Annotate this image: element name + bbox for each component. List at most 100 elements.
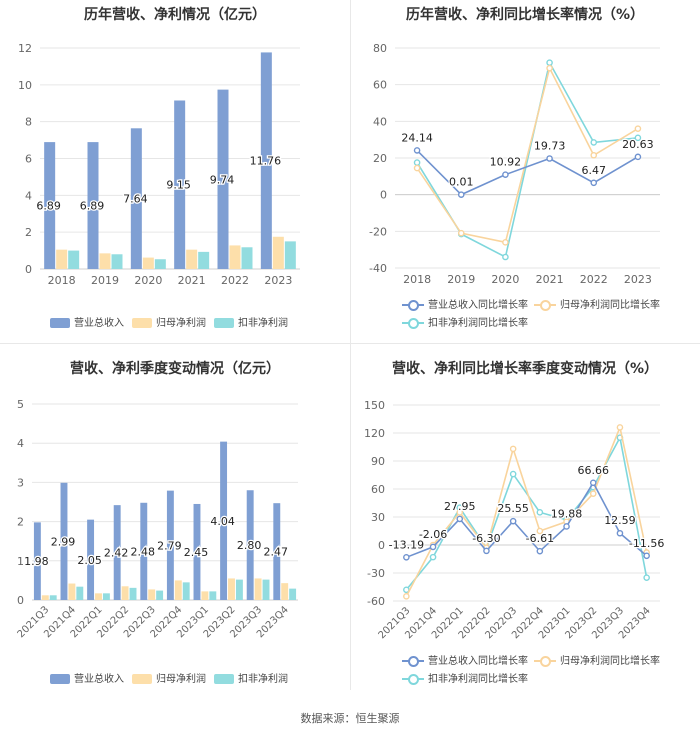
legend: 营业总收入同比增长率 归母净利润同比增长率 扣非净利润同比增长率	[350, 296, 700, 332]
data-point	[413, 147, 421, 154]
x-tick-label: 2022	[221, 274, 249, 287]
legend-swatch	[214, 674, 234, 684]
y-tick-label: 90	[371, 455, 385, 468]
bar-deducted-net-profit	[262, 579, 270, 600]
data-point	[509, 470, 517, 478]
data-point	[413, 164, 421, 172]
legend-label: 归母净利润	[156, 318, 206, 329]
legend-label: 扣非净利润同比增长率	[428, 674, 528, 685]
legend-item-revenue[interactable]: 营业总收入	[50, 670, 124, 685]
data-label: 2.42	[104, 547, 129, 560]
data-point	[456, 509, 464, 516]
data-point	[589, 490, 597, 497]
series-line-parent-growth	[416, 65, 639, 244]
series-line-revenue-growth	[406, 481, 648, 559]
legend-swatch	[50, 318, 70, 328]
legend-item-parent-net-profit[interactable]: 归母净利润	[132, 314, 206, 329]
x-tick-label: 2021	[536, 273, 564, 286]
legend-item-deducted-net-profit[interactable]: 扣非净利润	[214, 314, 288, 329]
bar-deducted-net-profit	[154, 259, 166, 269]
y-tick-label: 0	[25, 263, 32, 276]
data-source-note: 数据来源：恒生聚源	[300, 712, 400, 725]
data-label: 6.47	[582, 164, 607, 177]
data-point	[403, 554, 410, 561]
data-label: 25.55	[497, 502, 529, 515]
data-point	[643, 574, 650, 581]
bar-revenue	[273, 503, 281, 600]
bar-revenue	[174, 100, 186, 269]
data-point	[536, 527, 544, 535]
legend-swatch	[50, 674, 70, 684]
y-tick-label: 3	[17, 476, 24, 489]
x-tick-label: 2019	[447, 273, 475, 286]
annual-growth-chart: -40 -20 0 20 40 60 80 2018 2019 2020 2021 2022 2023 2…	[369, 42, 660, 286]
data-label: 2.05	[77, 554, 102, 567]
legend-item-deducted-growth[interactable]: 扣非净利润同比增长率	[402, 314, 528, 329]
y-tick-label: -20	[369, 225, 387, 238]
legend-label: 营业总收入同比增长率	[428, 656, 528, 667]
chart-title: 营收、净利同比增长率季度变动情况（%）	[391, 361, 659, 377]
bar-revenue	[33, 522, 41, 600]
data-label: 4.04	[210, 515, 235, 528]
legend-swatch	[402, 673, 424, 685]
data-label: 27.95	[444, 500, 476, 513]
data-point	[536, 509, 544, 516]
y-tick-label: 5	[17, 398, 24, 411]
y-tick-label: -60	[367, 595, 385, 608]
legend-item-revenue[interactable]: 营业总收入	[50, 314, 124, 329]
data-label: 1.98	[24, 555, 49, 568]
y-tick-label: 8	[25, 116, 32, 129]
legend-item-parent-growth[interactable]: 归母净利润同比增长率	[534, 296, 660, 311]
data-label: 11.76	[250, 155, 282, 168]
bar-revenue	[44, 142, 56, 269]
bar-revenue	[193, 503, 201, 600]
legend-item-deducted-net-profit[interactable]: 扣非净利润	[214, 670, 288, 685]
panel-divider-horizontal	[0, 343, 700, 344]
bar-deducted-net-profit	[241, 247, 253, 269]
data-point	[546, 155, 553, 162]
bar-parent-net-profit	[229, 245, 241, 269]
bar-parent-net-profit	[174, 580, 182, 600]
data-point	[546, 64, 553, 72]
data-label: -6.30	[472, 532, 500, 545]
series-line-parent-growth	[405, 424, 648, 597]
legend-item-revenue-growth[interactable]: 营业总收入同比增长率	[402, 296, 528, 311]
legend: 营业总收入 归母净利润 扣非净利润	[0, 670, 350, 686]
data-label: 2.45	[184, 546, 209, 559]
bar-revenue	[246, 490, 254, 600]
legend-item-deducted-growth[interactable]: 扣非净利润同比增长率	[402, 670, 528, 685]
bar-revenue	[60, 482, 68, 600]
y-tick-label: 0	[378, 539, 385, 552]
x-tick-label: 2022	[580, 273, 608, 286]
bar-parent-net-profit	[68, 583, 76, 600]
data-label: 66.66	[578, 464, 610, 477]
bar-deducted-net-profit	[49, 595, 57, 600]
y-tick-label: 12	[18, 42, 32, 55]
data-label: 6.89	[80, 200, 105, 213]
bar-deducted-net-profit	[182, 582, 190, 600]
bar-parent-net-profit	[148, 589, 156, 600]
legend-label: 归母净利润同比增长率	[560, 300, 660, 311]
y-tick-label: 150	[364, 399, 385, 412]
bar-parent-net-profit	[281, 583, 289, 600]
y-tick-label: 40	[373, 115, 387, 128]
legend-item-revenue-growth[interactable]: 营业总收入同比增长率	[402, 652, 528, 667]
legend-item-parent-growth[interactable]: 归母净利润同比增长率	[534, 652, 660, 667]
bar-parent-net-profit	[99, 253, 111, 269]
bar-revenue	[87, 142, 99, 269]
legend-label: 营业总收入	[74, 674, 124, 685]
chart-panel-quarterly-growth: 营收、净利同比增长率季度变动情况（%） -60 -30 0 30 60 90 120 150 2…	[350, 344, 700, 690]
data-point	[616, 529, 624, 537]
data-point	[502, 239, 509, 246]
data-point	[536, 547, 544, 555]
legend-item-parent-net-profit[interactable]: 归母净利润	[132, 670, 206, 685]
data-label: 9.15	[166, 179, 191, 192]
legend-label: 扣非净利润同比增长率	[428, 318, 528, 329]
data-point	[634, 153, 642, 161]
data-label: 7.64	[123, 193, 148, 206]
chart-panel-annual-revenue: 历年营收、净利情况（亿元） 0 2 4 6 8 10 12 2018 2019 2020 2021 2…	[0, 0, 350, 343]
bar-revenue	[140, 502, 148, 600]
y-tick-label: 4	[17, 437, 24, 450]
bar-parent-net-profit	[41, 595, 49, 600]
legend-swatch	[402, 655, 424, 667]
